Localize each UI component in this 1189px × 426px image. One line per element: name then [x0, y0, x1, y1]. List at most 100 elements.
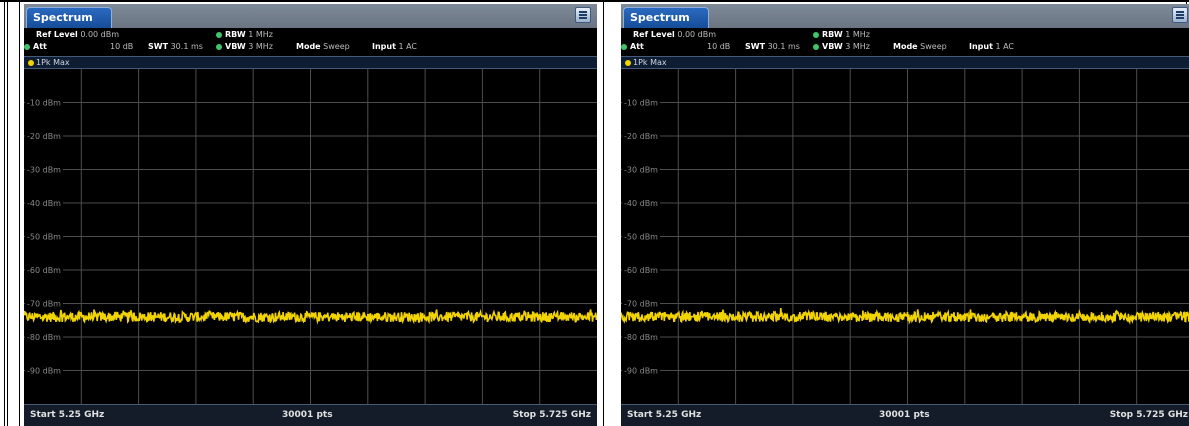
menu-icon[interactable] [575, 7, 591, 23]
y-tick-label: -70 dBm [27, 300, 61, 309]
y-tick-label: -30 dBm [624, 166, 658, 175]
swt-label: SWT [745, 42, 766, 51]
y-tick-label-background [622, 264, 660, 274]
vbw-value: 3 MHz [845, 42, 870, 51]
input-value: 1 AC [398, 42, 418, 51]
y-tick-label: -10 dBm [27, 99, 61, 108]
y-tick-label-background [622, 96, 660, 107]
input-label: Input [969, 42, 993, 51]
vbw-value: 3 MHz [248, 42, 273, 51]
ref-level-value: 0.00 dBm [80, 30, 120, 39]
y-tick-label: -30 dBm [27, 166, 61, 175]
spectrum-chart: -10 dBm -20 dBm -30 dBm -40 dBm -50 dBm -60 d… [621, 69, 1189, 404]
y-tick-label: -20 dBm [624, 132, 658, 141]
y-tick-label: -90 dBm [27, 367, 61, 376]
att-value: 10 dB [110, 42, 134, 51]
input-label: Input [372, 42, 396, 51]
status-dot-icon [813, 31, 819, 38]
vbw-label: VBW [225, 42, 246, 51]
frame-top-line [0, 0, 1189, 2]
ref-level-label: Ref Level [36, 30, 78, 39]
start-frequency: Start 5.25 GHz [30, 410, 105, 420]
spectrum-panel-right: Spectrum Ref Level 0.00 dBm Att 10 dB SW… [621, 4, 1189, 426]
y-tick-label: -60 dBm [27, 266, 61, 275]
trace-label-bar: 1Pk Max [621, 56, 1189, 69]
y-tick-label-background [622, 163, 660, 174]
status-dot-icon [24, 43, 30, 50]
spectrum-panel-left: Spectrum Ref Level 0.00 dBm Att 10 dB SW… [24, 4, 597, 426]
vbw-label: VBW [822, 42, 843, 51]
att-value: 10 dB [707, 42, 731, 51]
y-tick-label-background [622, 297, 660, 308]
frame-left-line [4, 0, 5, 426]
rbw-label: RBW [822, 30, 843, 39]
swt-label: SWT [148, 42, 169, 51]
status-dot-icon [216, 31, 222, 38]
ref-level-label: Ref Level [633, 30, 675, 39]
frame-left-line-3 [19, 0, 20, 426]
y-tick-label: -70 dBm [624, 300, 658, 309]
trace-dot-icon [625, 59, 631, 66]
spectrum-plot: -10 dBm -20 dBm -30 dBm -40 dBm -50 dBm -60 d… [621, 69, 1189, 404]
tab-spectrum[interactable]: Spectrum [623, 7, 709, 28]
sweep-points: 30001 pts [879, 410, 930, 420]
y-tick-label-background [25, 297, 63, 308]
y-tick-label: -80 dBm [624, 333, 658, 342]
y-tick-label-background [622, 197, 660, 207]
spectrum-plot: -10 dBm -20 dBm -30 dBm -40 dBm -50 dBm -60 d… [24, 69, 597, 404]
y-tick-label-background [622, 130, 660, 140]
frame-left-line-2 [7, 0, 8, 426]
rbw-label: RBW [225, 30, 246, 39]
sweep-footer: Start 5.25 GHz 30001 pts Stop 5.725 GHz [24, 404, 597, 426]
att-label: Att [33, 42, 47, 51]
trace-line [621, 308, 1189, 325]
settings-bar: Ref Level 0.00 dBm Att 10 dB SWT 30.1 ms… [621, 28, 1189, 56]
y-tick-label-background [622, 230, 660, 241]
tab-spectrum[interactable]: Spectrum [26, 7, 112, 28]
y-tick-label-background [25, 230, 63, 241]
y-tick-label: -60 dBm [624, 266, 658, 275]
y-tick-label-background [622, 331, 660, 341]
trace-dot-icon [28, 59, 34, 66]
y-tick-label-background [25, 264, 63, 274]
settings-bar: Ref Level 0.00 dBm Att 10 dB SWT 30.1 ms… [24, 28, 597, 56]
y-tick-label: -80 dBm [27, 333, 61, 342]
y-tick-label: -50 dBm [27, 233, 61, 242]
tab-bar: Spectrum [24, 4, 597, 28]
trace-line [24, 308, 597, 325]
sweep-points: 30001 pts [282, 410, 333, 420]
input-value: 1 AC [995, 42, 1015, 51]
ref-level-value: 0.00 dBm [677, 30, 717, 39]
mode-label: Mode [893, 42, 918, 51]
stop-frequency: Stop 5.725 GHz [1109, 410, 1188, 420]
stop-frequency: Stop 5.725 GHz [512, 410, 591, 420]
mode-label: Mode [296, 42, 321, 51]
y-tick-label-background [25, 96, 63, 107]
mode-value: Sweep [323, 42, 350, 51]
tab-bar: Spectrum [621, 4, 1189, 28]
status-dot-icon [621, 43, 627, 50]
y-tick-label-background [25, 364, 63, 375]
att-label: Att [630, 42, 644, 51]
y-tick-label: -10 dBm [624, 99, 658, 108]
y-tick-label-background [25, 197, 63, 207]
y-tick-label: -40 dBm [27, 199, 61, 208]
trace-label: 1Pk Max [633, 58, 667, 67]
swt-value: 30.1 ms [170, 42, 203, 51]
sweep-footer: Start 5.25 GHz 30001 pts Stop 5.725 GHz [621, 404, 1189, 426]
menu-icon[interactable] [1172, 7, 1188, 23]
frame-middle-line [603, 0, 604, 426]
status-dot-icon [216, 43, 222, 50]
y-tick-label-background [25, 163, 63, 174]
status-dot-icon [813, 43, 819, 50]
swt-value: 30.1 ms [767, 42, 800, 51]
rbw-value: 1 MHz [845, 30, 870, 39]
y-tick-label-background [25, 130, 63, 140]
y-tick-label: -40 dBm [624, 199, 658, 208]
trace-label: 1Pk Max [36, 58, 70, 67]
spectrum-chart: -10 dBm -20 dBm -30 dBm -40 dBm -50 dBm -60 d… [24, 69, 597, 404]
y-tick-label-background [622, 364, 660, 375]
y-tick-label-background [25, 331, 63, 341]
mode-value: Sweep [920, 42, 947, 51]
y-tick-label: -50 dBm [624, 233, 658, 242]
